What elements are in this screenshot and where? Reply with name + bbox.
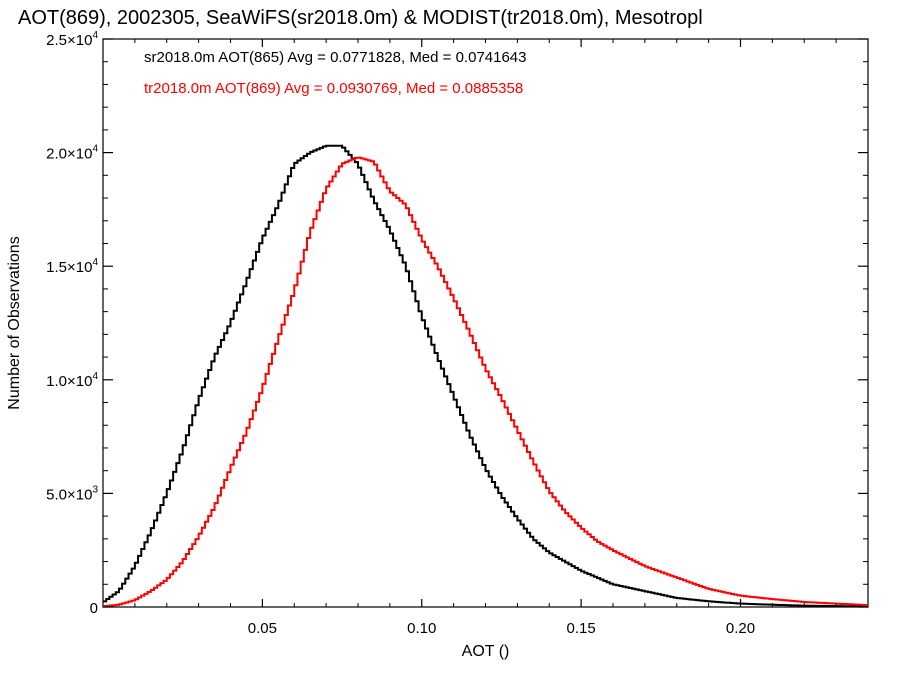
y-axis-label: Number of Observations [6, 236, 23, 409]
legend-entry-tr2018: tr2018.0m AOT(869) Avg = 0.0930769, Med … [144, 80, 523, 97]
series-line-1 [103, 156, 868, 608]
y-tick-label: 2.0×104 [46, 144, 98, 163]
series-layer [103, 144, 868, 608]
x-tick-label: 0.15 [567, 620, 596, 637]
y-tick-label: 2.5×104 [46, 30, 98, 49]
x-axis-ticks: 0.05 0.10 0.15 0.20 [134, 39, 837, 637]
series-line-0 [103, 144, 868, 608]
x-tick-label: 0.10 [407, 620, 436, 637]
y-tick-label: 0 [90, 600, 98, 617]
chart-title: AOT(869), 2002305, SeaWiFS(sr2018.0m) & … [18, 7, 703, 29]
y-tick-label: 5.0×103 [46, 484, 98, 503]
x-tick-label: 0.20 [726, 620, 755, 637]
y-axis-ticks: 0 5.0×103 1.0×104 1.5×104 2.0×104 2.5×104 [46, 30, 868, 617]
y-tick-label: 1.0×104 [46, 371, 98, 390]
plot-frame [102, 38, 869, 608]
x-axis-label: AOT () [462, 643, 510, 660]
legend-entry-sr2018: sr2018.0m AOT(865) Avg = 0.0771828, Med … [144, 49, 527, 66]
y-tick-label: 1.5×104 [46, 257, 98, 276]
x-tick-label: 0.05 [248, 620, 277, 637]
